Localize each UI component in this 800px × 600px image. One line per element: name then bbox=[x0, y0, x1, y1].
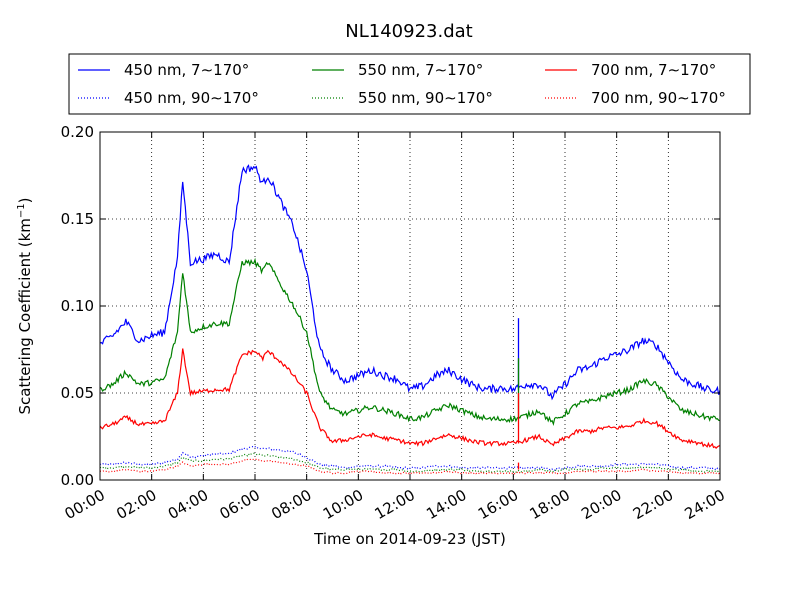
series-line bbox=[99, 257, 721, 427]
legend-label: 550 nm, 7∼170° bbox=[358, 61, 483, 79]
y-tick-label: 0.00 bbox=[61, 471, 94, 489]
y-axis-title-sup: −1 bbox=[16, 203, 27, 218]
series-line bbox=[99, 452, 721, 473]
legend-label: 550 nm, 90∼170° bbox=[358, 89, 493, 107]
legend-label: 700 nm, 7∼170° bbox=[591, 61, 716, 79]
y-axis-title-end: ) bbox=[16, 197, 34, 203]
series-line bbox=[99, 445, 721, 471]
series-line bbox=[99, 348, 721, 449]
x-axis-title: Time on 2014-09-23 (JST) bbox=[313, 530, 506, 548]
y-axis-title-main: Scattering Coefficient (km bbox=[16, 218, 34, 414]
legend-label: 700 nm, 90∼170° bbox=[591, 89, 726, 107]
legend bbox=[68, 53, 751, 115]
y-tick-label: 0.05 bbox=[61, 384, 94, 402]
y-tick-label: 0.10 bbox=[61, 297, 94, 315]
y-tick-label: 0.15 bbox=[61, 210, 94, 228]
chart-title: NL140923.dat bbox=[345, 21, 472, 42]
series-line bbox=[99, 164, 721, 401]
legend-label: 450 nm, 90∼170° bbox=[124, 89, 259, 107]
y-axis-title: Scattering Coefficient (km−1) bbox=[16, 197, 34, 414]
y-tick-label: 0.20 bbox=[61, 123, 94, 141]
legend-label: 450 nm, 7∼170° bbox=[124, 61, 249, 79]
